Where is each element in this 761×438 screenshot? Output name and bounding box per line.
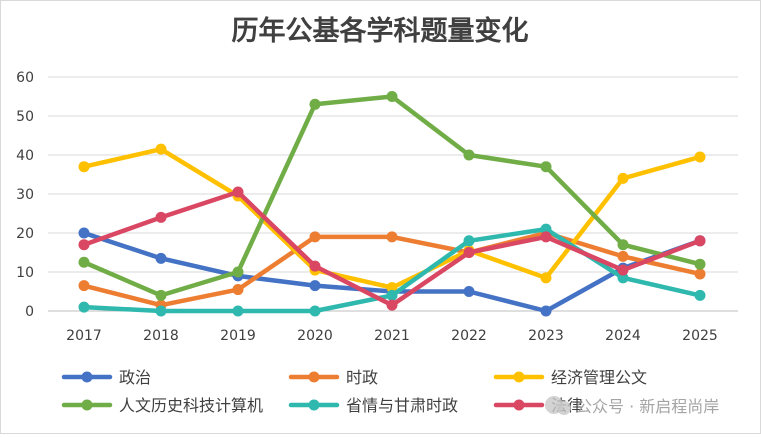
x-axis-tick-labels: 2017 2018 2019 2020 2021 2022 2023 2024 2025: [66, 328, 718, 344]
data-point: [309, 260, 321, 272]
data-point: [617, 250, 629, 262]
data-point: [309, 98, 321, 110]
legend-item: 时政: [288, 368, 378, 387]
data-point: [540, 223, 552, 235]
data-point: [540, 272, 552, 284]
y-axis-tick-labels: 0 10 20 30 40 50 60: [16, 70, 34, 320]
x-tick-label: 2018: [143, 328, 179, 344]
data-point: [155, 305, 167, 317]
legend-label: 人文历史科技计算机: [119, 396, 263, 415]
data-point: [386, 289, 398, 301]
x-tick-label: 2019: [220, 328, 256, 344]
data-point: [386, 91, 398, 102]
data-point: [155, 143, 167, 155]
data-point: [155, 211, 167, 223]
data-point: [540, 161, 552, 173]
y-tick-label: 40: [16, 148, 34, 164]
legend-label: 政治: [119, 368, 151, 387]
x-tick-label: 2023: [528, 328, 564, 344]
y-tick-label: 20: [16, 226, 34, 242]
y-tick-label: 30: [16, 187, 34, 203]
x-tick-label: 2017: [66, 328, 102, 344]
data-point: [617, 239, 629, 251]
chart-title: 历年公基各学科题量变化: [232, 15, 529, 47]
data-point: [463, 286, 475, 297]
legend-label: 时政: [346, 368, 378, 387]
data-point: [694, 235, 706, 247]
data-point: [155, 252, 167, 264]
data-point: [232, 186, 244, 198]
data-point: [78, 301, 90, 313]
legend-label: 经济管理公文: [551, 368, 647, 387]
x-tick-label: 2022: [451, 328, 487, 344]
data-point: [386, 299, 398, 311]
data-point: [463, 149, 475, 161]
data-point: [540, 231, 552, 243]
series-法律: [78, 186, 706, 311]
data-point: [463, 247, 475, 258]
x-tick-label: 2020: [297, 328, 333, 344]
y-tick-label: 10: [16, 265, 34, 281]
legend-marker: [513, 371, 525, 383]
data-point: [78, 256, 90, 268]
x-tick-label: 2025: [682, 328, 718, 344]
data-point: [78, 280, 90, 292]
series-lines: [78, 91, 706, 317]
data-point: [617, 272, 629, 284]
legend-item: 政治: [61, 368, 151, 387]
data-point: [232, 266, 244, 278]
legend-item: 经济管理公文: [493, 368, 647, 387]
data-point: [694, 258, 706, 270]
y-tick-label: 60: [16, 70, 34, 86]
data-point: [386, 231, 398, 243]
data-point: [694, 289, 706, 301]
legend-item: 人文历史科技计算机: [61, 396, 263, 415]
data-point: [309, 231, 321, 243]
data-point: [309, 305, 321, 317]
legend-marker: [308, 371, 320, 383]
data-point: [463, 235, 475, 247]
data-point: [617, 264, 629, 276]
legend-item: 省情与甘肃时政: [288, 396, 458, 415]
legend-marker: [81, 399, 93, 411]
data-point: [309, 280, 321, 292]
data-point: [232, 284, 244, 296]
data-point: [232, 305, 244, 317]
watermark-logo: [545, 396, 571, 415]
x-tick-label: 2024: [605, 328, 641, 344]
data-point: [694, 268, 706, 280]
data-point: [540, 305, 552, 317]
legend-marker: [513, 399, 525, 411]
watermark-text: 公众号 · 新启程尚岸: [576, 397, 719, 416]
data-point: [78, 227, 90, 239]
series-省情与甘肃时政: [78, 223, 706, 317]
data-point: [694, 151, 706, 163]
data-point: [617, 172, 629, 184]
x-tick-label: 2021: [374, 328, 410, 344]
y-tick-label: 50: [16, 109, 34, 125]
y-tick-label: 0: [25, 304, 34, 320]
data-point: [78, 239, 90, 251]
legend-marker: [81, 371, 93, 383]
legend-label: 省情与甘肃时政: [346, 396, 458, 415]
data-point: [155, 289, 167, 301]
legend-marker: [308, 399, 320, 411]
series-人文历史科技计算机: [78, 91, 706, 301]
data-point: [386, 282, 398, 294]
data-point: [78, 161, 90, 173]
